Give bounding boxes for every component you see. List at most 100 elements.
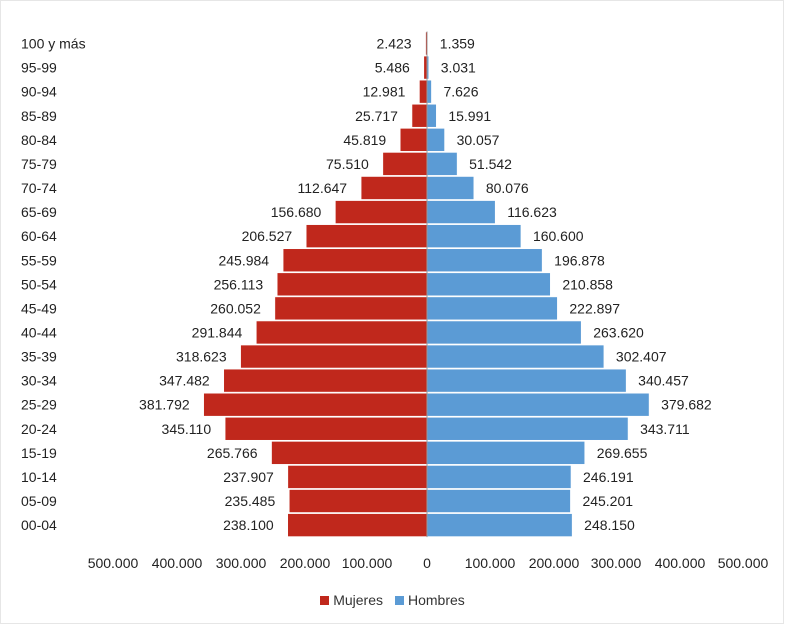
data-label-mujeres: 45.819 xyxy=(343,132,386,148)
category-label: 75-79 xyxy=(21,156,57,172)
bar-mujeres xyxy=(282,248,428,273)
category-label: 90-94 xyxy=(21,84,57,100)
bar-hombres xyxy=(426,272,551,297)
data-label-mujeres: 265.766 xyxy=(207,445,258,461)
category-label: 45-49 xyxy=(21,300,57,316)
data-label-mujeres: 237.907 xyxy=(223,469,274,485)
data-label-hombres: 340.457 xyxy=(638,373,689,389)
category-label: 60-64 xyxy=(21,228,57,244)
data-label-mujeres: 12.981 xyxy=(363,84,406,100)
bar-hombres xyxy=(426,152,458,176)
legend-label-mujeres: Mujeres xyxy=(333,592,383,608)
data-label-mujeres: 381.792 xyxy=(139,397,190,413)
category-label: 80-84 xyxy=(21,132,57,148)
x-tick-label: 300.000 xyxy=(216,555,267,571)
category-label: 85-89 xyxy=(21,108,57,124)
bar-hombres xyxy=(426,465,572,489)
bar-mujeres xyxy=(240,344,428,369)
legend-label-hombres: Hombres xyxy=(408,592,465,608)
bar-hombres xyxy=(426,128,445,152)
data-label-hombres: 15.991 xyxy=(448,108,491,124)
bar-mujeres xyxy=(411,103,428,128)
bar-hombres xyxy=(426,224,522,248)
data-label-mujeres: 238.100 xyxy=(223,517,274,533)
bar-hombres xyxy=(426,248,543,273)
category-label: 100 y más xyxy=(21,36,86,52)
x-tick-label: 200.000 xyxy=(280,555,331,571)
data-label-hombres: 3.031 xyxy=(441,60,476,76)
x-tick-label: 100.000 xyxy=(465,555,516,571)
data-label-mujeres: 235.485 xyxy=(225,493,276,509)
chart-legend: Mujeres Hombres xyxy=(0,592,785,608)
x-tick-label: 200.000 xyxy=(529,555,580,571)
category-label: 10-14 xyxy=(21,469,57,485)
x-tick-label: 300.000 xyxy=(591,555,642,571)
data-label-hombres: 222.897 xyxy=(569,300,620,316)
data-label-hombres: 245.201 xyxy=(582,493,633,509)
legend-swatch-hombres xyxy=(395,595,404,605)
category-label: 55-59 xyxy=(21,252,57,268)
bar-hombres xyxy=(426,296,558,321)
bar-hombres xyxy=(426,513,573,537)
bar-mujeres xyxy=(305,224,428,248)
bar-mujeres xyxy=(287,465,428,489)
data-label-mujeres: 112.647 xyxy=(298,180,348,196)
data-label-hombres: 80.076 xyxy=(486,180,529,196)
data-label-mujeres: 75.510 xyxy=(326,156,369,172)
bar-mujeres xyxy=(224,416,428,441)
bar-mujeres xyxy=(335,200,428,224)
data-label-hombres: 343.711 xyxy=(640,421,690,437)
category-label: 50-54 xyxy=(21,276,57,292)
data-label-mujeres: 291.844 xyxy=(192,325,243,341)
bar-hombres xyxy=(426,489,571,513)
bar-hombres xyxy=(426,320,582,345)
x-tick-label: 500.000 xyxy=(718,555,769,571)
population-pyramid-chart: 100 y más 2.423 1.359 95-99 5.486 3.031 90-94 1… xyxy=(21,31,769,571)
bar-mujeres xyxy=(276,272,428,297)
bar-hombres xyxy=(426,79,432,104)
data-label-hombres: 269.655 xyxy=(597,445,648,461)
category-label: 40-44 xyxy=(21,325,57,341)
bar-mujeres xyxy=(203,392,428,417)
bar-hombres xyxy=(426,103,437,128)
category-label: 05-09 xyxy=(21,493,57,509)
data-label-mujeres: 25.717 xyxy=(355,108,398,124)
data-label-mujeres: 2.423 xyxy=(377,36,412,52)
data-label-hombres: 7.626 xyxy=(443,84,478,100)
category-label: 70-74 xyxy=(21,180,57,196)
bar-hombres xyxy=(426,368,627,393)
data-label-mujeres: 260.052 xyxy=(210,300,261,316)
category-label: 25-29 xyxy=(21,397,57,413)
data-label-hombres: 263.620 xyxy=(593,325,644,341)
data-label-hombres: 246.191 xyxy=(583,469,634,485)
data-label-mujeres: 318.623 xyxy=(176,349,227,365)
data-label-mujeres: 347.482 xyxy=(159,373,210,389)
bar-mujeres xyxy=(288,489,428,513)
bar-mujeres xyxy=(382,152,428,176)
category-label: 65-69 xyxy=(21,204,57,220)
bar-hombres xyxy=(426,441,586,465)
data-label-mujeres: 345.110 xyxy=(162,421,212,437)
data-label-mujeres: 256.113 xyxy=(214,276,264,292)
x-tick-label: 400.000 xyxy=(655,555,706,571)
data-label-hombres: 116.623 xyxy=(507,204,557,220)
data-label-hombres: 196.878 xyxy=(554,252,605,268)
legend-item-hombres: Hombres xyxy=(395,592,465,608)
legend-item-mujeres: Mujeres xyxy=(320,592,383,608)
bar-mujeres xyxy=(271,441,428,465)
data-label-hombres: 160.600 xyxy=(533,228,584,244)
bar-mujeres xyxy=(223,368,428,393)
category-label: 35-39 xyxy=(21,349,57,365)
x-tick-label: 0 xyxy=(423,555,431,571)
data-label-hombres: 1.359 xyxy=(440,36,475,52)
category-label: 15-19 xyxy=(21,445,57,461)
data-label-hombres: 379.682 xyxy=(661,397,712,413)
data-label-mujeres: 245.984 xyxy=(218,252,269,268)
legend-swatch-mujeres xyxy=(320,595,330,605)
bar-hombres xyxy=(426,344,605,369)
bar-mujeres xyxy=(255,320,428,345)
category-label: 00-04 xyxy=(21,517,57,533)
bar-hombres xyxy=(426,416,629,441)
bar-mujeres xyxy=(287,513,428,537)
category-label: 95-99 xyxy=(21,60,57,76)
